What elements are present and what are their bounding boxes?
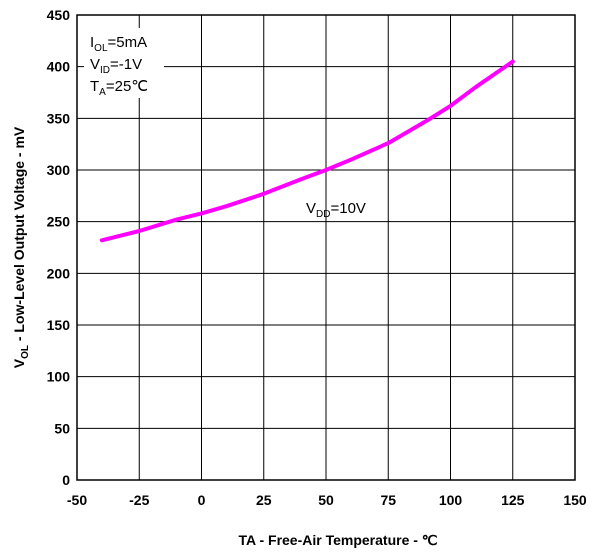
- tick-labels: -50 -25 0 25 50 75 100 125 150 0 50 100 150 200 250 300…: [47, 7, 587, 508]
- x-tick-label: 50: [318, 492, 334, 508]
- y-tick-label: 0: [62, 472, 70, 488]
- plot-frame: [76, 14, 576, 481]
- y-axis-title-sub: OL: [20, 345, 31, 359]
- y-tick-label: 200: [47, 265, 71, 281]
- x-tick-label: 150: [563, 492, 587, 508]
- y-tick-label: 300: [47, 162, 71, 178]
- x-axis-title: TA - Free-Air Temperature - ℃: [238, 532, 437, 548]
- x-tick-label: -25: [129, 492, 149, 508]
- y-axis-title-main: V: [11, 358, 27, 368]
- x-tick-label: 25: [256, 492, 272, 508]
- y-tick-label: 100: [47, 369, 71, 385]
- y-tick-label: 350: [47, 110, 71, 126]
- y-tick-label: 400: [47, 59, 71, 75]
- y-axis-title: VOL - Low-Level Output Voltage - mV: [11, 126, 31, 368]
- conditions-background: [84, 28, 164, 98]
- condition-label: TA=25℃: [90, 78, 148, 98]
- x-tick-label: -50: [67, 492, 87, 508]
- x-tick-label: 125: [501, 492, 525, 508]
- x-tick-label: 75: [380, 492, 396, 508]
- y-tick-label: 50: [54, 420, 70, 436]
- condition-label: IOL=5mA: [90, 34, 147, 54]
- series-label-annotation: VDD=10V: [306, 200, 366, 220]
- y-tick-label: 450: [47, 7, 71, 23]
- series-layer: [99, 59, 515, 243]
- condition-label: VID=-1V: [90, 56, 142, 76]
- x-tick-label: 100: [439, 492, 463, 508]
- series-line: [99, 59, 515, 243]
- series-label: VDD=10V: [306, 200, 366, 220]
- y-tick-label: 150: [47, 317, 71, 333]
- grid: [76, 14, 576, 481]
- x-tick-label: 0: [198, 492, 206, 508]
- y-axis-title-rest: - Low-Level Output Voltage - mV: [11, 126, 27, 345]
- y-tick-label: 250: [47, 214, 71, 230]
